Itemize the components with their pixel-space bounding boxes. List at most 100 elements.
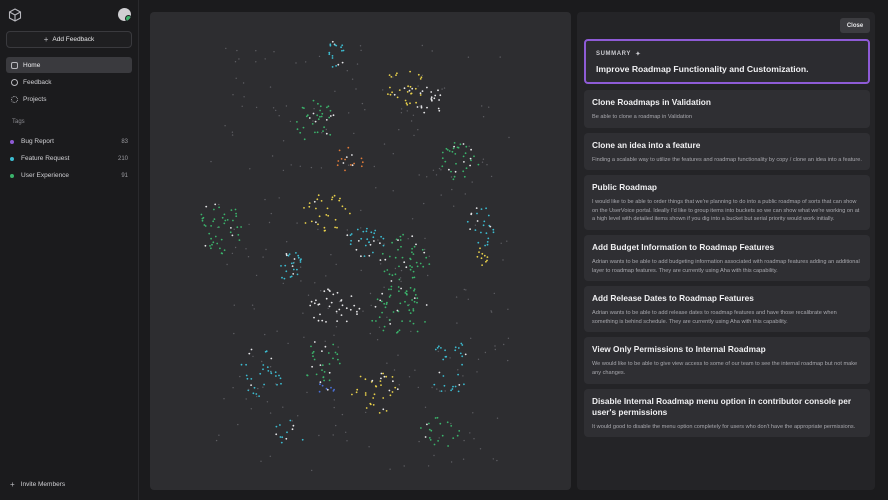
cluster-point[interactable] <box>388 255 391 258</box>
cluster-point[interactable] <box>360 157 363 160</box>
cluster-point[interactable] <box>446 149 449 151</box>
cluster-point[interactable] <box>423 111 426 114</box>
cluster-point[interactable] <box>281 276 283 279</box>
feedback-card[interactable]: Disable Internal Roadmap menu option in … <box>584 388 870 438</box>
cluster-point[interactable] <box>426 106 428 109</box>
cluster-point[interactable] <box>492 228 495 231</box>
cluster-point[interactable] <box>290 262 293 265</box>
cluster-point[interactable] <box>384 306 387 309</box>
cluster-point[interactable] <box>388 296 391 298</box>
cluster-point[interactable] <box>381 311 383 314</box>
cluster-point[interactable] <box>333 388 335 391</box>
cluster-point[interactable] <box>279 424 281 426</box>
cluster-point[interactable] <box>424 436 427 438</box>
cluster-point[interactable] <box>409 320 411 322</box>
cluster-point[interactable] <box>479 247 481 250</box>
cluster-point[interactable] <box>289 419 292 422</box>
cluster-point[interactable] <box>389 294 392 297</box>
cluster-point[interactable] <box>284 264 287 267</box>
cluster-point[interactable] <box>413 288 416 291</box>
cluster-point[interactable] <box>327 105 330 108</box>
cluster-point[interactable] <box>411 276 414 279</box>
cluster-point[interactable] <box>457 390 460 393</box>
cluster-point[interactable] <box>445 355 448 358</box>
cluster-point[interactable] <box>457 373 459 376</box>
cluster-point[interactable] <box>395 238 398 241</box>
cluster-point[interactable] <box>396 388 399 391</box>
cluster-point[interactable] <box>415 261 418 264</box>
cluster-point[interactable] <box>388 318 391 321</box>
cluster-point[interactable] <box>483 220 486 223</box>
cluster-point[interactable] <box>347 146 350 149</box>
cluster-point[interactable] <box>442 358 445 361</box>
cluster-point[interactable] <box>285 270 288 273</box>
cluster-point[interactable] <box>450 389 452 392</box>
cluster-point[interactable] <box>477 163 480 166</box>
cluster-point[interactable] <box>314 120 317 123</box>
cluster-point[interactable] <box>459 352 462 355</box>
cluster-point[interactable] <box>413 297 416 299</box>
avatar[interactable] <box>118 8 131 21</box>
cluster-point[interactable] <box>332 114 335 117</box>
cluster-point[interactable] <box>280 382 282 385</box>
cluster-point[interactable] <box>455 162 457 165</box>
cluster-point[interactable] <box>394 273 397 276</box>
cluster-point[interactable] <box>382 237 385 240</box>
cluster-point[interactable] <box>480 208 483 211</box>
cluster-point[interactable] <box>287 254 290 257</box>
cluster-point[interactable] <box>263 383 265 386</box>
cluster-point[interactable] <box>486 259 488 262</box>
cluster-point[interactable] <box>399 302 402 305</box>
cluster-point[interactable] <box>346 234 349 237</box>
cluster-point[interactable] <box>275 425 278 428</box>
cluster-point[interactable] <box>404 300 406 303</box>
cluster-point[interactable] <box>308 117 311 119</box>
cluster-point[interactable] <box>342 49 345 52</box>
cluster-point[interactable] <box>436 416 439 419</box>
cluster-point[interactable] <box>335 310 338 313</box>
cluster-point[interactable] <box>336 164 339 167</box>
cluster-point[interactable] <box>387 93 389 95</box>
cluster-point[interactable] <box>202 216 205 219</box>
cluster-point[interactable] <box>360 255 362 258</box>
cluster-point[interactable] <box>461 344 464 346</box>
cluster-point[interactable] <box>250 348 253 351</box>
cluster-point[interactable] <box>317 319 320 322</box>
cluster-point[interactable] <box>393 93 396 96</box>
cluster-point[interactable] <box>383 325 386 328</box>
cluster-point[interactable] <box>296 268 298 271</box>
cluster-point[interactable] <box>409 85 412 88</box>
cluster-point[interactable] <box>345 307 348 310</box>
cluster-point[interactable] <box>286 431 288 434</box>
cluster-point[interactable] <box>459 143 462 146</box>
cluster-point[interactable] <box>430 91 433 93</box>
cluster-point[interactable] <box>424 321 426 323</box>
cluster-point[interactable] <box>412 270 415 273</box>
cluster-point[interactable] <box>302 126 305 129</box>
cluster-point[interactable] <box>315 221 317 224</box>
cluster-point[interactable] <box>411 299 413 301</box>
cluster-point[interactable] <box>430 98 433 100</box>
cluster-point[interactable] <box>292 273 295 275</box>
cluster-point[interactable] <box>338 362 341 365</box>
cluster-point[interactable] <box>429 439 432 441</box>
cluster-point[interactable] <box>381 252 384 255</box>
cluster-point[interactable] <box>255 393 258 395</box>
cluster-point[interactable] <box>311 352 314 354</box>
cluster-point[interactable] <box>363 255 366 257</box>
cluster-point[interactable] <box>372 404 375 406</box>
cluster-point[interactable] <box>407 304 409 307</box>
cluster-point[interactable] <box>485 207 487 210</box>
cluster-point[interactable] <box>330 386 332 389</box>
cluster-point[interactable] <box>428 422 430 425</box>
cluster-point[interactable] <box>301 438 304 441</box>
cluster-point[interactable] <box>280 441 283 444</box>
cluster-point[interactable] <box>210 225 212 227</box>
cluster-point[interactable] <box>270 357 273 360</box>
cluster-point[interactable] <box>486 256 489 258</box>
cluster-point[interactable] <box>480 257 483 260</box>
cluster-point[interactable] <box>325 132 328 135</box>
cluster-point[interactable] <box>375 385 378 388</box>
cluster-point[interactable] <box>385 410 388 412</box>
cluster-point[interactable] <box>382 408 385 411</box>
